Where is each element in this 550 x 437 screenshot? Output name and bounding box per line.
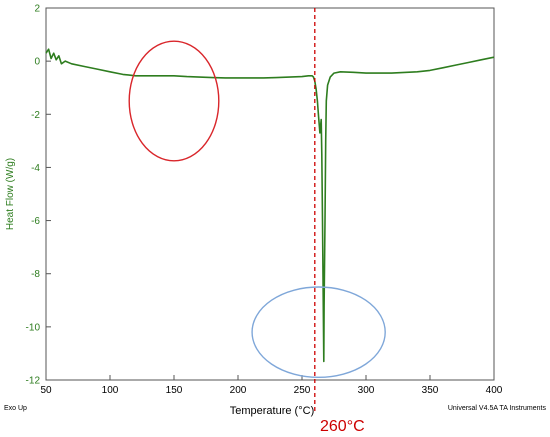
- y-tick-label: -6: [31, 216, 40, 227]
- x-tick-label: 200: [230, 385, 247, 396]
- x-tick-label: 400: [486, 385, 503, 396]
- overlay-layer: [128, 8, 386, 412]
- heat-flow-series-line: [45, 48, 495, 363]
- x-tick-label: 100: [102, 385, 119, 396]
- y-tick-label: -4: [31, 163, 40, 174]
- y-tick-label: -12: [26, 376, 41, 387]
- x-tick-label: 350: [422, 385, 439, 396]
- x-tick-label: 50: [40, 385, 52, 396]
- footer-left-label: Exo Up: [4, 405, 27, 412]
- temperature-marker-label: 260°C: [320, 418, 365, 435]
- x-tick-label: 250: [294, 385, 311, 396]
- chart-frame: [45, 7, 495, 381]
- x-tick-label: 300: [358, 385, 375, 396]
- peak-highlight-ellipse: [251, 286, 386, 379]
- footer-right-label: Universal V4.5A TA Instruments: [448, 405, 547, 412]
- y-tick-label: -2: [31, 110, 40, 121]
- y-axis-title: Heat Flow (W/g): [5, 158, 16, 230]
- x-tick-label: 150: [166, 385, 183, 396]
- x-axis-title: Temperature (°C): [230, 405, 314, 417]
- baseline-highlight-ellipse: [128, 40, 220, 162]
- plot-border: [45, 7, 495, 381]
- y-tick-label: 0: [34, 57, 40, 68]
- y-tick-label: -10: [26, 322, 41, 333]
- y-tick-label: -8: [31, 269, 40, 280]
- series-layer: [45, 48, 495, 363]
- y-tick-label: 2: [34, 4, 40, 15]
